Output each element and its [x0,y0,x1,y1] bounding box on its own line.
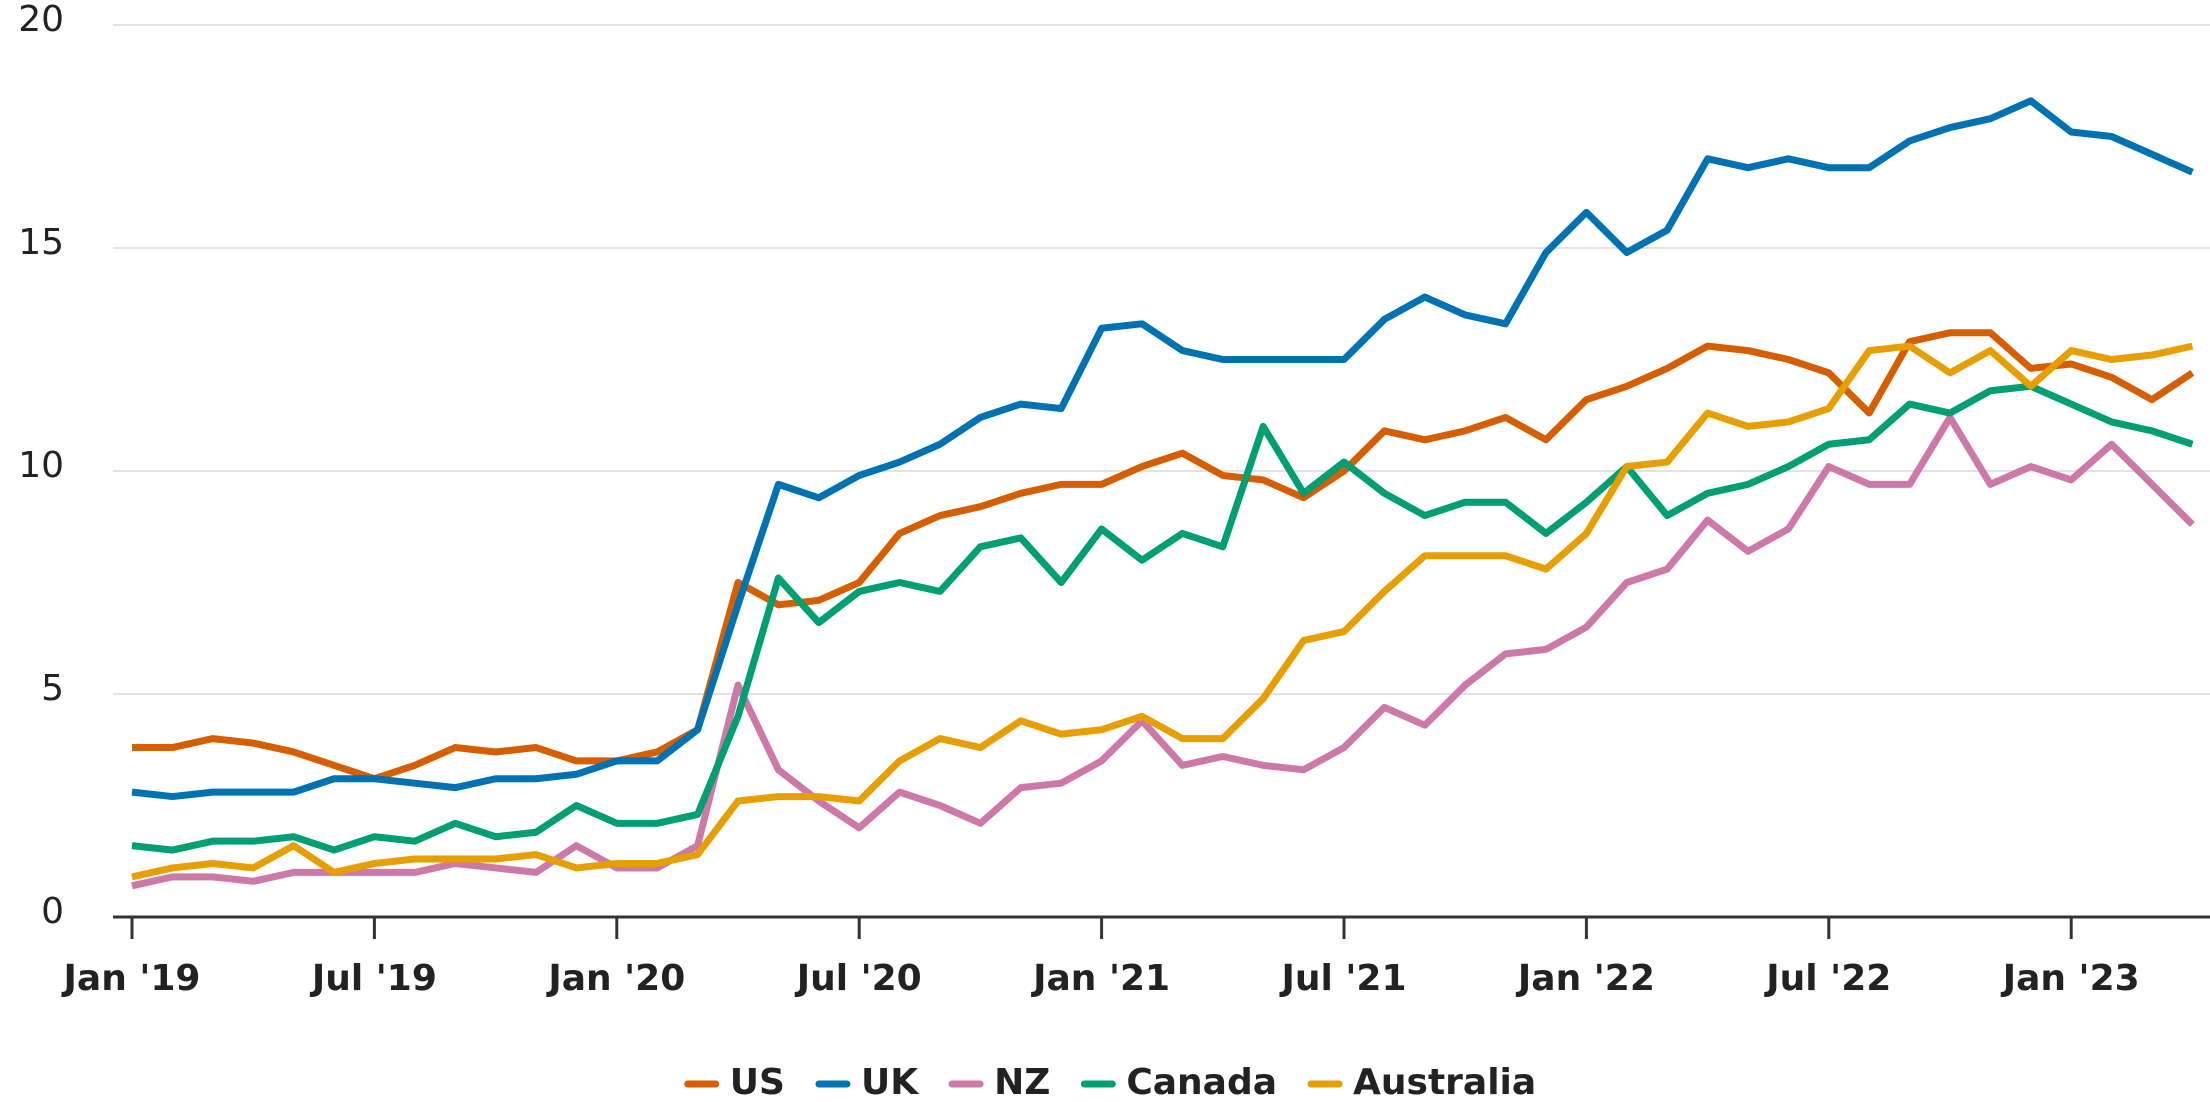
legend-label: Australia [1353,1062,1536,1102]
x-tick-label: Jan '21 [1030,958,1170,999]
legend-label: NZ [994,1062,1050,1102]
x-tick-label: Jul '22 [1763,958,1891,999]
y-tick-label: 15 [18,222,64,263]
x-tick-label: Jul '20 [794,958,922,999]
x-tick-label: Jan '19 [61,958,201,999]
series-line [131,342,2194,881]
legend-label: US [730,1062,785,1102]
x-tick-label: Jul '21 [1278,958,1406,999]
x-tick-label: Jul '19 [309,958,437,999]
x-tick-label: Jan '20 [545,958,685,999]
series-line [131,413,2195,890]
series-line [131,97,2194,801]
x-tick-label: Jan '23 [2000,958,2140,999]
series-line [131,382,2194,854]
legend-label: UK [861,1062,919,1102]
legend-label: Canada [1126,1062,1277,1102]
y-tick-label: 5 [41,668,64,709]
y-tick-label: 20 [18,0,64,40]
y-tick-label: 0 [41,891,64,932]
y-tick-label: 10 [18,445,64,486]
series-line [132,329,2195,783]
x-tick-label: Jan '22 [1515,958,1655,999]
